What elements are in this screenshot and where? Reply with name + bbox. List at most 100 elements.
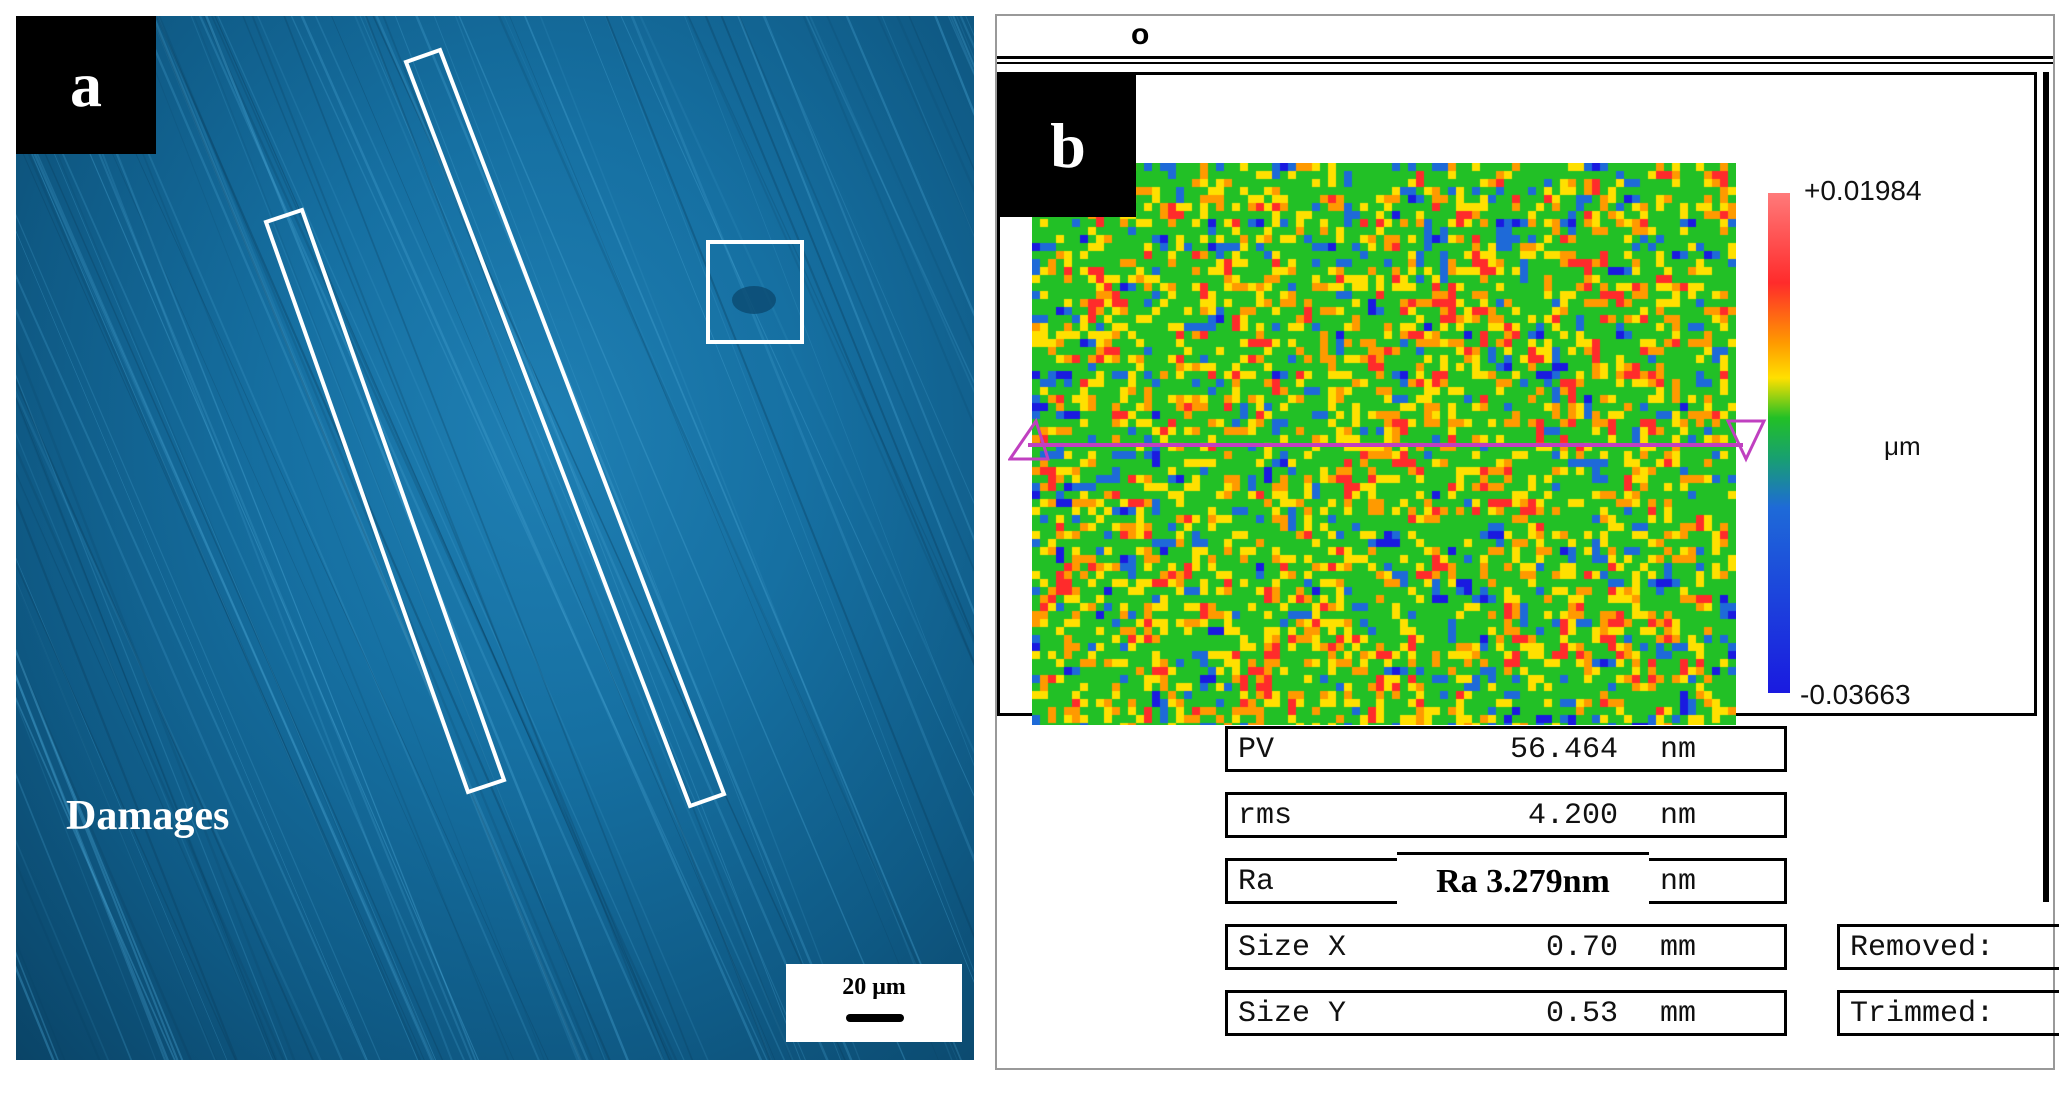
right-edge-frame: [2043, 72, 2049, 902]
polish-streak: [151, 16, 582, 1060]
trimmed-label: Trimmed:: [1850, 997, 1995, 1031]
polish-streak: [16, 396, 277, 1060]
polish-streak: [139, 16, 589, 1060]
colorbar: [1768, 193, 1790, 693]
polish-streak: [605, 16, 974, 939]
polish-streak: [16, 673, 169, 1060]
polish-streak: [630, 16, 974, 863]
polish-streak: [61, 16, 477, 1060]
stat-row-size-y: Size Y 0.53 mm: [1225, 990, 1787, 1036]
polish-streak: [16, 308, 343, 1060]
stat-value: 0.53: [1545, 997, 1618, 1031]
polish-streak: [257, 16, 709, 1060]
stat-value: 56.464: [1509, 733, 1618, 767]
polish-streak: [150, 16, 582, 1060]
polish-streak: [314, 16, 786, 1060]
polish-streak: [16, 392, 274, 1060]
profile-line[interactable]: [1008, 415, 1768, 475]
colorbar-min-label: -0.03663: [1800, 679, 1911, 710]
profilometer-panel: o +0.01984 μm -0.03663 b PV 56.464 nm rm…: [995, 14, 2059, 1070]
polish-streak: [16, 273, 368, 1060]
polish-streak: [604, 16, 974, 973]
polish-streak: [809, 16, 974, 394]
stat-value: 4.200: [1527, 799, 1618, 833]
profile-end-marker[interactable]: [1725, 419, 1767, 463]
circle-icon: o: [1131, 18, 1150, 51]
polish-streak: [155, 16, 611, 1060]
polish-streak: [737, 16, 974, 616]
polish-streak: [16, 650, 193, 1060]
polish-streak: [639, 16, 974, 755]
polish-streak: [720, 16, 974, 641]
polish-streak: [16, 341, 296, 1060]
scale-bar: 20 μm: [786, 964, 962, 1042]
polish-streak: [300, 16, 763, 1060]
polish-streak: [16, 700, 157, 1060]
polish-streak: [454, 16, 861, 1060]
polish-streak: [16, 579, 216, 1060]
polish-streak: [86, 16, 510, 1060]
polish-streak: [198, 16, 665, 1060]
polish-streak: [16, 432, 274, 1060]
polish-streak: [133, 16, 545, 1060]
polish-streak: [214, 16, 671, 1060]
damage-markers: [263, 47, 804, 809]
polish-streak: [16, 674, 167, 1060]
polish-streak: [48, 16, 453, 1060]
polish-streak: [16, 213, 381, 1060]
polish-streak: [16, 557, 228, 1060]
polish-streak: [16, 397, 278, 1060]
polish-streak: [16, 230, 368, 1060]
polish-streak: [16, 114, 419, 1060]
damage-box-left: [263, 207, 507, 795]
stat-unit: mm: [1660, 931, 1697, 965]
polish-streak: [16, 374, 288, 1060]
stat-value: 0.70: [1545, 931, 1618, 965]
surface-streaks: [16, 16, 974, 1060]
polish-streak: [16, 772, 133, 1060]
polish-streak: [16, 102, 433, 1060]
polish-streak: [497, 16, 962, 1060]
polish-streak: [16, 649, 184, 1060]
colorbar-max-label: +0.01984: [1804, 175, 1922, 206]
polish-streak: [16, 118, 436, 1060]
polish-streak: [620, 16, 974, 797]
colorbar-unit-label: μm: [1884, 431, 1921, 461]
stat-label: rms: [1238, 799, 1293, 833]
polish-streak: [509, 16, 939, 1060]
polish-streak: [826, 16, 974, 352]
polish-streak: [16, 45, 465, 1060]
stat-unit: nm: [1660, 733, 1697, 767]
polish-streak: [16, 839, 110, 1060]
stat-unit: nm: [1660, 865, 1697, 899]
polish-streak: [150, 16, 583, 1060]
stat-row-size-x: Size X 0.70 mm: [1225, 924, 1787, 970]
polish-streak: [16, 473, 277, 1060]
polish-streak: [881, 16, 974, 238]
polish-streak: [16, 471, 275, 1060]
polish-streak: [88, 16, 540, 1060]
removed-label: Removed:: [1850, 931, 1995, 965]
polish-streak: [364, 16, 772, 1060]
polish-streak: [802, 16, 974, 428]
polish-streak: [16, 696, 176, 1060]
polish-streak: [354, 16, 794, 1060]
polish-streak: [16, 61, 437, 1060]
polish-streak: [415, 16, 853, 1060]
polish-streak: [16, 446, 285, 1060]
polish-streak: [458, 16, 906, 1060]
polish-streak: [375, 16, 829, 1060]
polish-streak: [763, 16, 974, 542]
polish-streak: [805, 16, 974, 384]
polish-streak: [217, 16, 685, 1060]
profile-start-marker[interactable]: [1008, 417, 1051, 461]
damage-box-square: [706, 240, 804, 344]
microscope-image-panel: a Damages 20 μm: [16, 16, 974, 1060]
polish-streak: [762, 16, 974, 505]
stat-label: Size Y: [1238, 997, 1347, 1031]
polish-streak: [16, 85, 444, 1060]
ra-overlay: Ra 3.279nm: [1397, 852, 1649, 912]
polish-streak: [503, 16, 958, 1060]
trimmed-field: Trimmed:: [1837, 990, 2059, 1036]
polish-streak: [16, 378, 314, 1060]
